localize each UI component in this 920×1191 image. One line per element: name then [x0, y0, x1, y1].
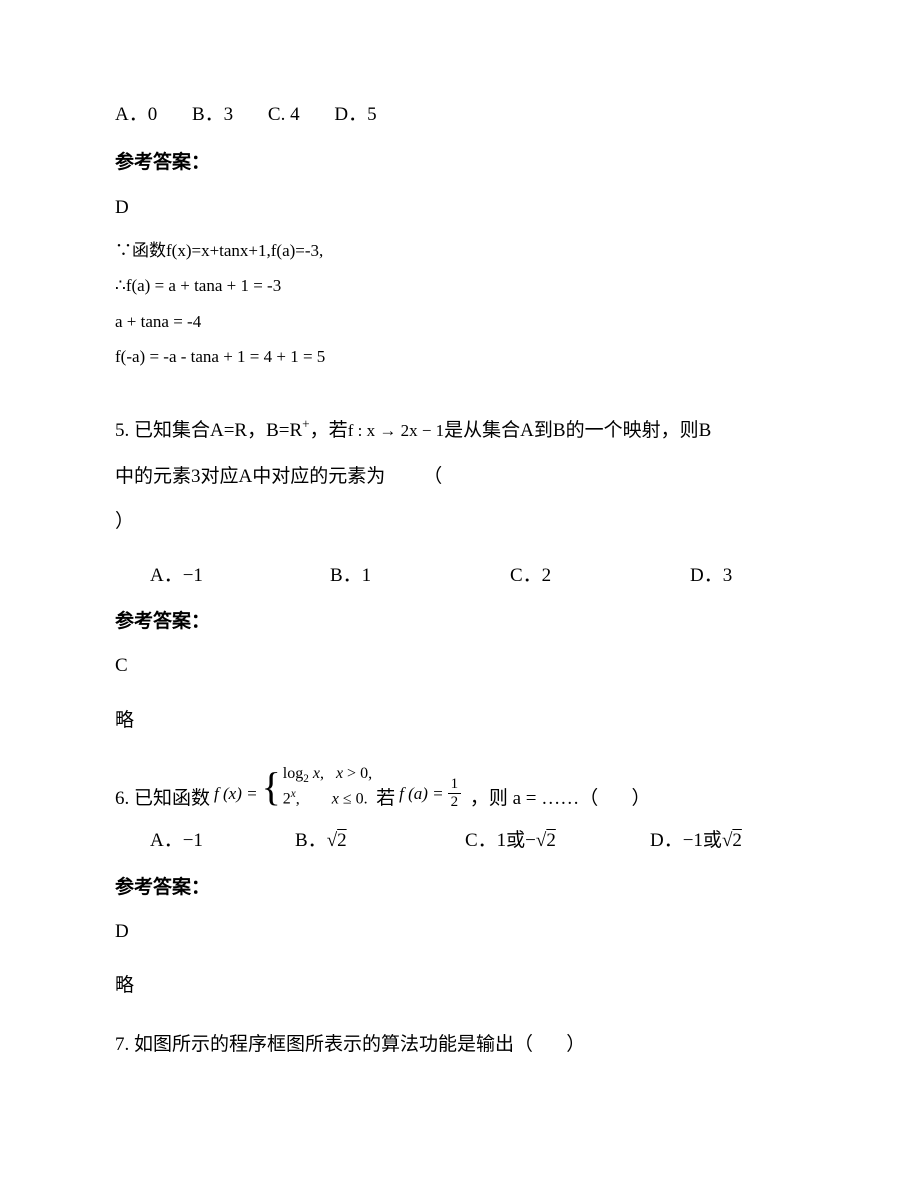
q6-cases: log2 x, x > 0, 2x, x ≤ 0.	[283, 764, 372, 810]
q6-brief: 略	[115, 971, 805, 1001]
q6-opt-c: C．1或−√2	[465, 826, 650, 856]
sqrt-icon: √2	[722, 830, 742, 851]
q6-frac: 1 2	[448, 776, 462, 810]
q6-fa: f (a) =	[399, 785, 444, 810]
q5-stem: 5. 已知集合A=R，B=R+，若f : x → 2x − 1是从集合A到B的一…	[115, 408, 805, 545]
q4-calc-4: f(-a) = -a - tana + 1 = 4 + 1 = 5	[115, 343, 805, 370]
q6-fx: f (x) =	[214, 785, 258, 810]
q5-p1b: ，若	[310, 420, 348, 441]
q7-stem: 7. 如图所示的程序框图所表示的算法功能是输出（ ）	[115, 1030, 805, 1060]
q4-calc-3: a + tana = -4	[115, 308, 805, 335]
q6-stem: 6. 已知函数 f (x) = { log2 x, x > 0, 2x, x ≤…	[115, 764, 805, 810]
q4-options: A．0 B．3 C. 4 D．5	[115, 100, 805, 130]
q6-case1: log2 x, x > 0,	[283, 764, 372, 787]
q5-brief: 略	[115, 706, 805, 736]
q6-p1a: 6. 已知函数	[115, 789, 210, 810]
q5-answer-letter: C	[115, 651, 805, 681]
q5-opt-c: C．2	[510, 561, 690, 591]
q5-line2: 中的元素3对应A中对应的元素为 （	[115, 454, 805, 500]
q5-sup: +	[302, 417, 310, 432]
q4-answer-heading: 参考答案：	[115, 148, 805, 178]
q6-p1b: 若	[376, 789, 395, 810]
q4-calc-1: ∵函数f(x)=x+tanx+1,f(a)=-3,	[115, 237, 805, 264]
q4-opt-d: D．5	[334, 104, 376, 125]
q6-answer-heading: 参考答案：	[115, 873, 805, 903]
q6-case2: 2x, x ≤ 0.	[283, 787, 372, 810]
q6-piecewise: { log2 x, x > 0, 2x, x ≤ 0.	[262, 764, 373, 810]
q4-opt-b: B．3	[192, 104, 233, 125]
q5-opt-b: B．1	[330, 561, 510, 591]
q6-frac-num: 1	[448, 776, 462, 794]
q6-options: A．−1 B．√2 C．1或−√2 D．−1或√2	[115, 826, 805, 856]
q6-frac-den: 2	[448, 794, 462, 811]
q4-calc-2: ∴f(a) = a + tana + 1 = -3	[115, 272, 805, 299]
q4-opt-a: A．0	[115, 104, 157, 125]
brace-icon: {	[262, 767, 281, 807]
q6-opt-a: A．−1	[150, 826, 295, 856]
q4-answer-letter: D	[115, 193, 805, 223]
sqrt-icon: √2	[327, 830, 347, 851]
q6-opt-b: B．√2	[295, 826, 465, 856]
q5-line3: ）	[115, 499, 805, 545]
q5-p1c: 是从集合A到B的一个映射，则B	[444, 420, 711, 441]
q4-opt-c: C. 4	[268, 104, 300, 125]
q6-p1c: ，则 a = ……（ ）	[465, 789, 650, 810]
sqrt-icon: √2	[536, 830, 556, 851]
q6-opt-d: D．−1或√2	[650, 826, 800, 856]
q5-opt-d: D．3	[690, 561, 790, 591]
q5-line1: 5. 已知集合A=R，B=R+，若f : x → 2x − 1是从集合A到B的一…	[115, 408, 805, 454]
q5-options: A．−1 B．1 C．2 D．3	[115, 561, 805, 591]
q6-answer-letter: D	[115, 917, 805, 947]
q5-p1: 5. 已知集合A=R，B=R	[115, 420, 302, 441]
q5-opt-a: A．−1	[150, 561, 330, 591]
q5-answer-heading: 参考答案：	[115, 607, 805, 637]
q5-map: f : x → 2x − 1	[348, 421, 444, 440]
